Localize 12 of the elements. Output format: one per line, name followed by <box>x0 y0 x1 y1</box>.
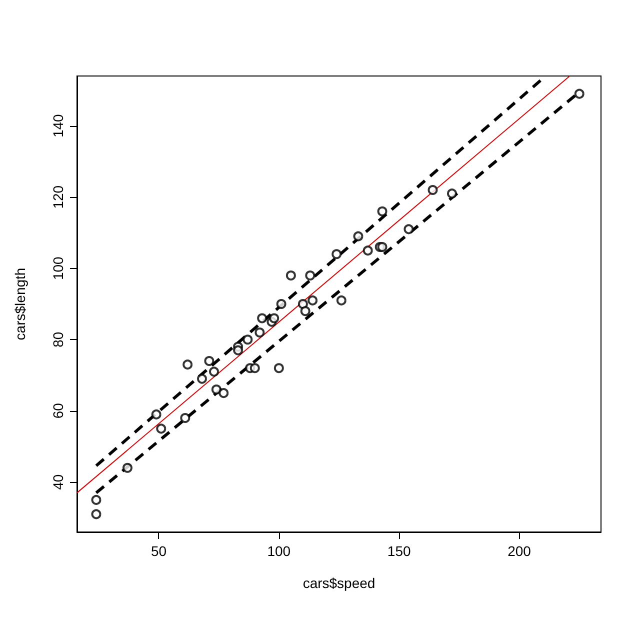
y-tick-label: 100 <box>50 256 66 280</box>
y-tick-label: 60 <box>50 402 66 419</box>
y-tick-label: 80 <box>50 332 66 348</box>
y-tick-label: 40 <box>50 474 66 490</box>
x-axis-title: cars$speed <box>302 575 376 591</box>
x-tick-label: 50 <box>150 543 167 559</box>
y-axis-title: cars$length <box>12 268 28 340</box>
x-tick-label: 100 <box>267 543 291 559</box>
y-tick-label: 140 <box>50 114 66 138</box>
y-tick-label: 120 <box>50 185 66 209</box>
x-tick-label: 200 <box>508 543 532 559</box>
x-tick-label: 150 <box>387 543 411 559</box>
